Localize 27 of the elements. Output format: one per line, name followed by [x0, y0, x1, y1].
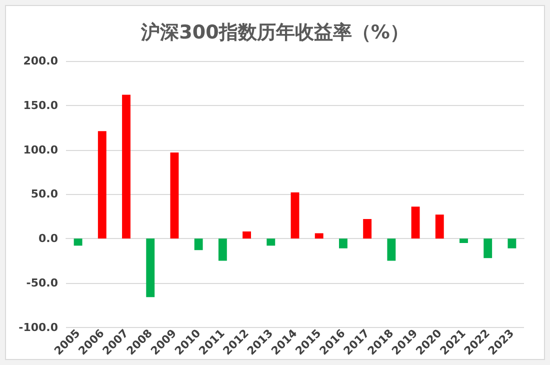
bar	[435, 214, 444, 239]
y-tick-label: 150.0	[23, 98, 58, 112]
bar	[314, 233, 324, 239]
bar	[266, 238, 276, 246]
bar	[170, 152, 179, 239]
bar	[242, 231, 252, 239]
y-tick-label: 50.0	[30, 188, 58, 201]
bar	[484, 238, 492, 258]
bar	[508, 238, 516, 248]
bar	[411, 206, 420, 239]
bar	[122, 94, 130, 239]
bar	[363, 219, 372, 239]
bar	[98, 131, 106, 239]
bar	[338, 238, 348, 248]
y-tick-label: 0.0	[38, 232, 58, 246]
y-tick-label: 200.0	[23, 54, 58, 68]
bar	[218, 238, 227, 261]
y-tick-label: 100.0	[23, 143, 58, 156]
bar	[290, 192, 300, 239]
bar	[387, 238, 396, 261]
bar	[460, 238, 468, 243]
bar	[194, 238, 203, 250]
bar	[146, 238, 155, 298]
y-tick-label: -100.0	[18, 320, 58, 334]
bar	[74, 238, 82, 246]
y-tick-label: -50.0	[26, 276, 58, 290]
chart-title: 沪深300指数历年收益率（%）	[140, 22, 409, 44]
